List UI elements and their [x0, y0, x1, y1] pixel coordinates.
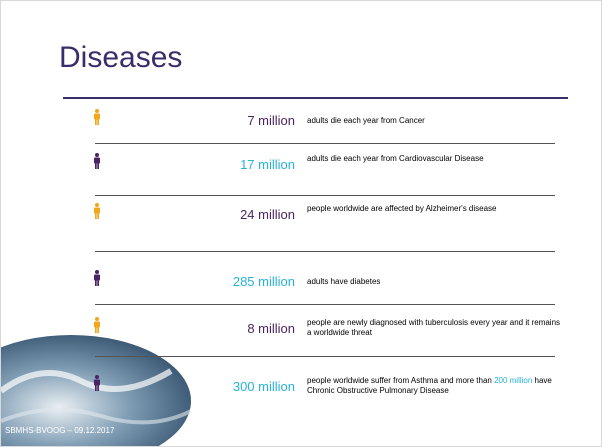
- description: people worldwide suffer from Asthma and …: [307, 376, 562, 396]
- slide-title: Diseases: [59, 41, 182, 75]
- amount: 285 million: [233, 274, 295, 289]
- row-divider: [95, 356, 555, 357]
- row-divider: [95, 143, 555, 144]
- row-divider: [95, 251, 555, 252]
- description-part: people worldwide suffer from Asthma and …: [307, 376, 494, 385]
- amount: 24 million: [240, 207, 295, 222]
- person-icon: [93, 109, 101, 125]
- row-divider: [95, 195, 555, 196]
- person-icon: [93, 270, 101, 286]
- person-icon: [93, 375, 101, 391]
- description: adults die each year from Cancer: [307, 116, 562, 126]
- amount: 8 million: [247, 321, 295, 336]
- slide: Diseases 7 million adults die each year f…: [0, 0, 602, 447]
- amount: 17 million: [240, 157, 295, 172]
- description: adults have diabetes: [307, 277, 562, 287]
- row-divider: [95, 304, 555, 305]
- amount: 7 million: [247, 113, 295, 128]
- footer: SBMHS-BVOOG – 09.12.2017: [5, 426, 114, 435]
- description: people are newly diagnosed with tubercul…: [307, 318, 562, 338]
- person-icon: [93, 203, 101, 219]
- description-part: 200 million: [494, 376, 532, 385]
- person-icon: [93, 153, 101, 169]
- description: people worldwide are affected by Alzheim…: [307, 204, 562, 214]
- person-icon: [93, 317, 101, 333]
- title-rule: [63, 97, 568, 99]
- amount: 300 million: [233, 379, 295, 394]
- description: adults die each year from Cardiovascular…: [307, 154, 562, 164]
